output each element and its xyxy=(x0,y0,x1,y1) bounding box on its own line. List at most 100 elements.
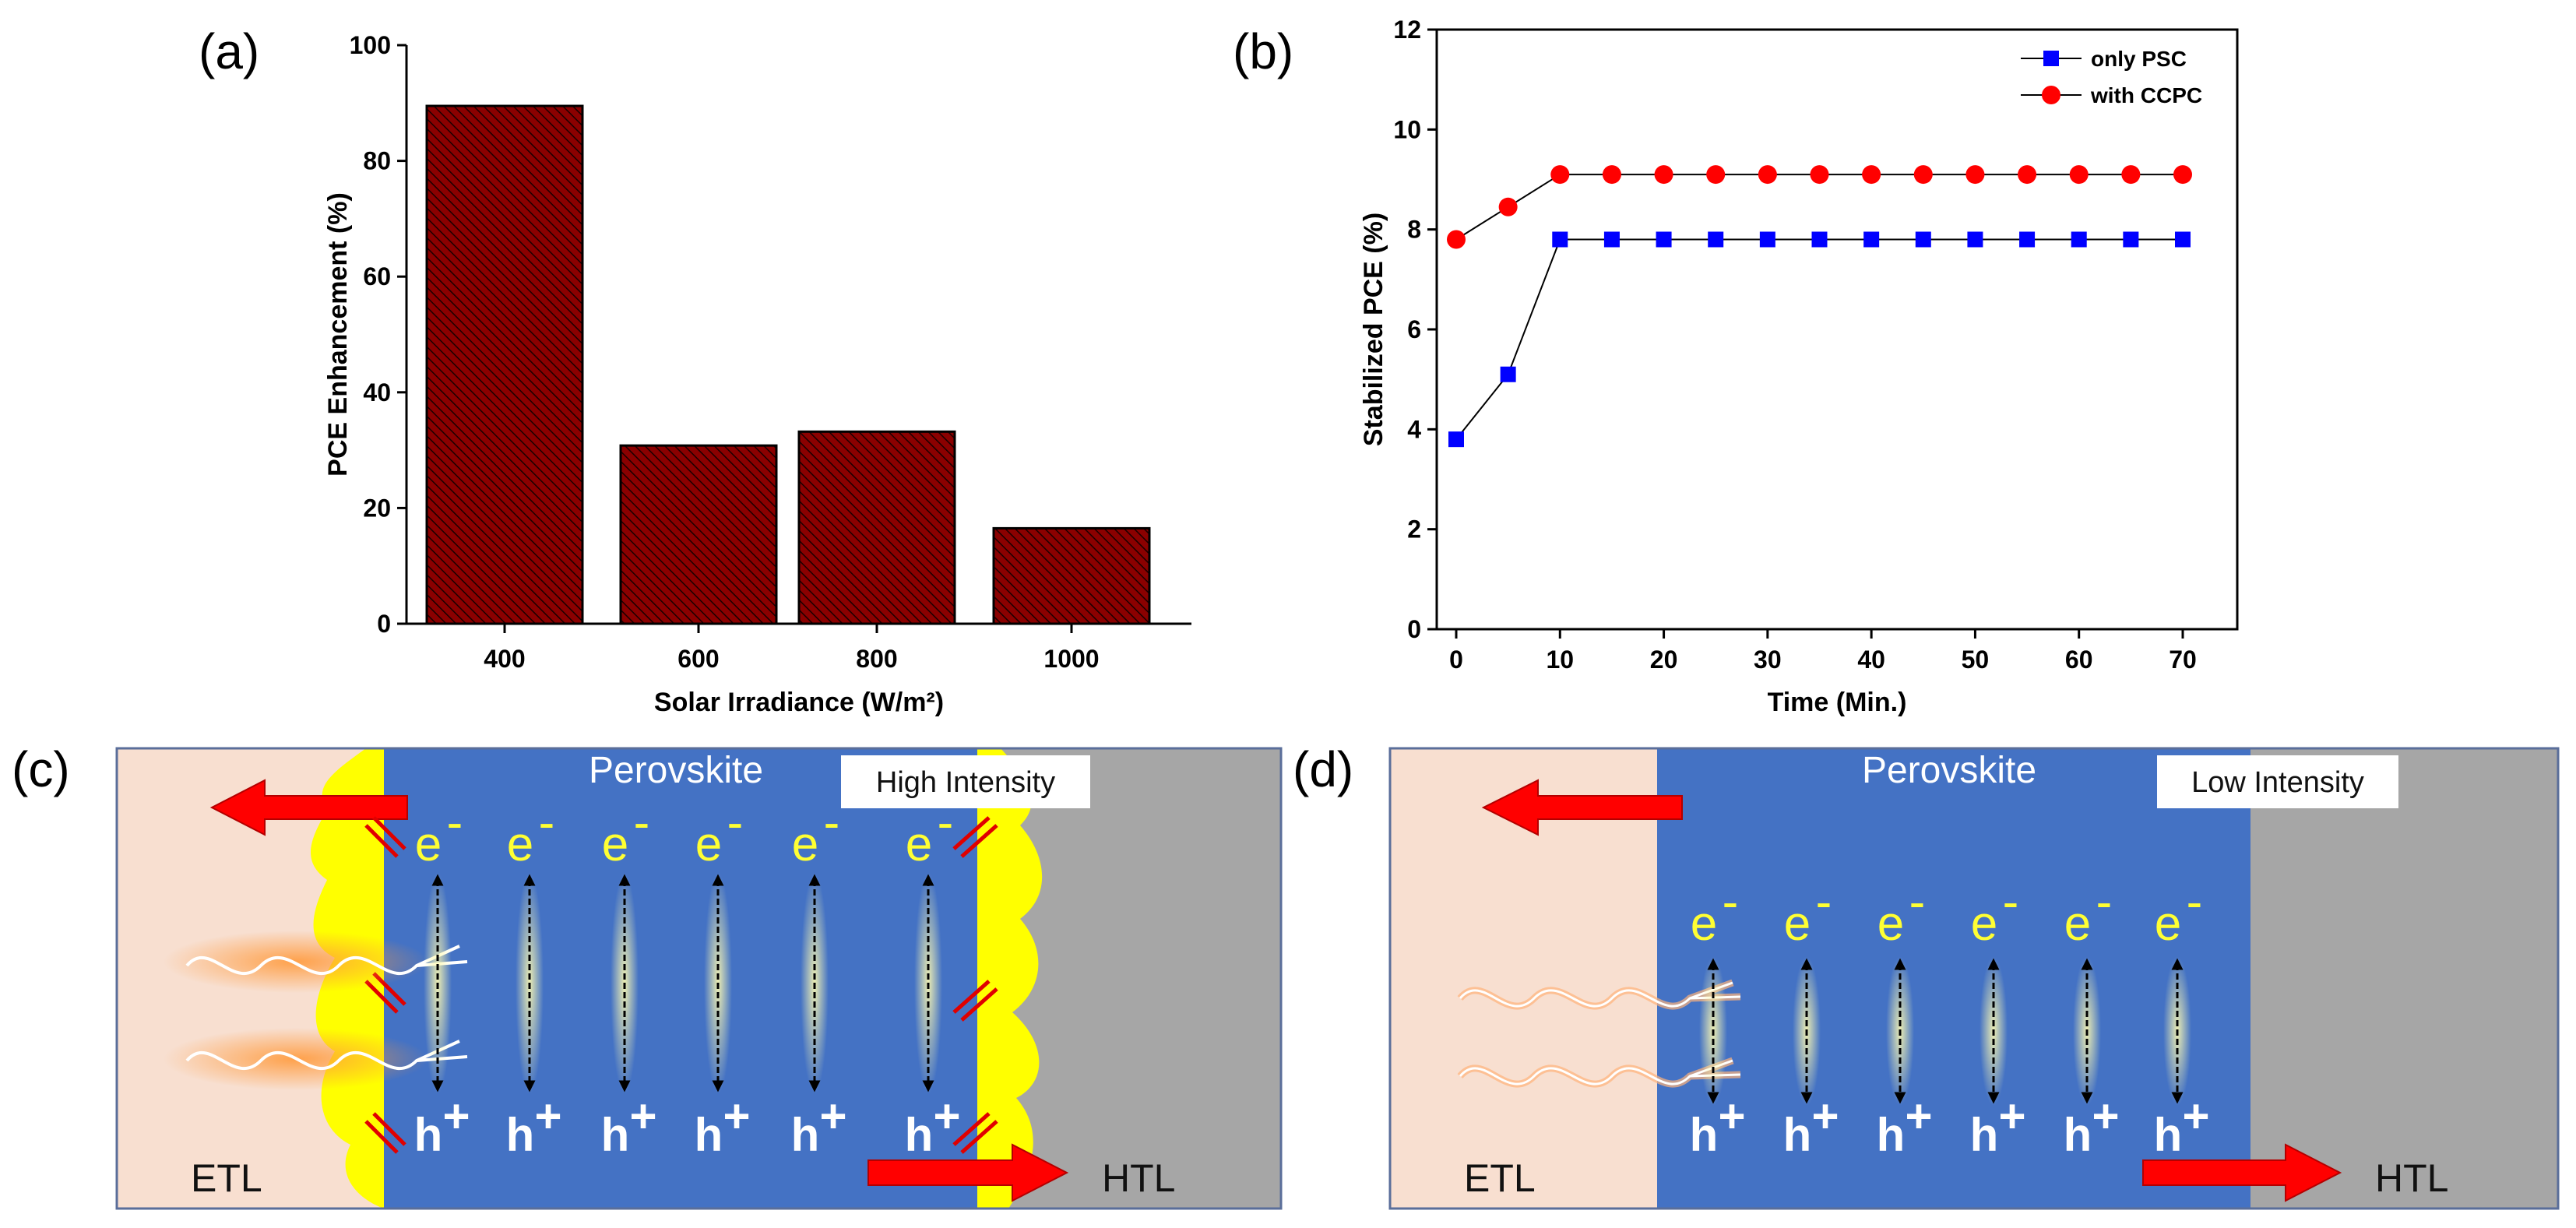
hole-charge: + xyxy=(534,1090,561,1142)
legend-label: only PSC xyxy=(2091,47,2187,71)
intensity-label: High Intensity xyxy=(876,766,1055,799)
electron-label: e xyxy=(695,818,722,871)
x-tick-label: 0 xyxy=(1449,646,1463,674)
recombination-marks xyxy=(364,816,998,1154)
data-point xyxy=(1967,231,1983,248)
data-point xyxy=(1448,431,1464,448)
electron-label: e xyxy=(2155,897,2181,951)
hole-charge: + xyxy=(629,1090,656,1142)
y-tick-label: 2 xyxy=(1407,515,1421,544)
hole-extraction-arrow xyxy=(867,1143,1069,1202)
data-point xyxy=(1602,165,1621,185)
intensity-box xyxy=(841,755,1090,808)
panel-a-label: (a) xyxy=(199,23,259,79)
hole-charge: + xyxy=(1905,1090,1932,1142)
htl-label: HTL xyxy=(1102,1156,1175,1200)
y-tick-label: 100 xyxy=(350,31,391,59)
electron-extraction-arrow xyxy=(1481,779,1683,836)
hole-charge: + xyxy=(819,1090,846,1142)
hole-label: h xyxy=(1877,1109,1906,1161)
x-axis-title: Solar Irradiance (W/m²) xyxy=(654,688,944,717)
electron-label: e xyxy=(1784,897,1811,951)
panel-a: (a) 0 20 40 60 80 100 400 600 800 1000 PCE Enhance… xyxy=(199,23,1191,717)
data-point xyxy=(1603,231,1620,248)
series-line xyxy=(1455,238,2183,440)
hole-extraction-arrow xyxy=(2142,1143,2342,1202)
y-tick-label: 4 xyxy=(1407,415,1421,443)
data-point xyxy=(1810,165,1829,185)
electron-label: e xyxy=(602,818,628,871)
electron-charge: - xyxy=(1909,875,1926,929)
hole-label: h xyxy=(791,1109,820,1161)
line-chart: 0 2 4 6 8 10 12 0 10 20 30 40 50 60 70 only PSC with CCP… xyxy=(1359,16,2239,717)
y-tick-label: 60 xyxy=(363,262,391,290)
plot-frame xyxy=(1435,28,2239,631)
x-tick-label: 60 xyxy=(2065,646,2093,674)
hole-label: h xyxy=(695,1109,723,1161)
bar xyxy=(425,104,584,625)
hole-charge: + xyxy=(933,1090,960,1142)
electron-charge: - xyxy=(634,796,650,850)
data-point xyxy=(2019,231,2036,248)
electron-label: e xyxy=(1877,897,1904,951)
data-point xyxy=(1913,165,1933,185)
electron-charge: - xyxy=(1816,875,1832,929)
hole-charge: + xyxy=(1718,1090,1745,1142)
hole-charge: + xyxy=(2182,1090,2209,1142)
carrier-pairs: e -h +e -h +e -h +e -h +e -h +e -h + xyxy=(414,796,961,1161)
hole-label: h xyxy=(1970,1109,1999,1161)
hole-charge: + xyxy=(1998,1090,2025,1142)
data-point xyxy=(2071,231,2087,248)
y-tick-label: 10 xyxy=(1393,115,1421,143)
panel-d: (d) Perovskite Low Intensity ETL HTL e -h… xyxy=(1293,741,2560,1210)
series-line xyxy=(1455,174,2183,241)
electron-label: e xyxy=(906,818,932,871)
electron-charge: - xyxy=(824,796,840,850)
y-tick-label: 12 xyxy=(1393,16,1421,44)
x-tick-label: 30 xyxy=(1754,646,1782,674)
hole-label: h xyxy=(414,1109,443,1161)
perovskite-title: Perovskite xyxy=(1862,750,2036,791)
y-tick-label: 8 xyxy=(1407,216,1421,244)
panel-b-label: (b) xyxy=(1233,23,1293,79)
perovskite-layer xyxy=(384,748,977,1209)
electron-label: e xyxy=(2064,897,2091,951)
hole-charge: + xyxy=(2092,1090,2119,1142)
data-point xyxy=(1498,197,1518,216)
bar-chart: 0 20 40 60 80 100 400 600 800 1000 PCE Enhancement… xyxy=(323,31,1191,717)
htl-layer xyxy=(2250,748,2558,1209)
electron-charge: - xyxy=(2003,875,2019,929)
data-point xyxy=(2123,231,2139,248)
data-point xyxy=(1500,366,1516,382)
hole-label: h xyxy=(601,1109,630,1161)
y-tick-label: 80 xyxy=(363,147,391,175)
electron-charge: - xyxy=(447,796,463,850)
data-point xyxy=(1708,231,1724,248)
panel-b: (b) 0 2 4 6 8 10 12 0 10 20 30 40 50 60 70 only PSC with… xyxy=(1233,16,2239,717)
electron-label: e xyxy=(1691,897,1717,951)
bar xyxy=(619,444,778,625)
panel-c: (c) Perovskite High Intensity ETL HTL xyxy=(12,741,1283,1210)
bar xyxy=(992,526,1151,625)
x-tick-label: 10 xyxy=(1546,646,1574,674)
x-tick-label: 70 xyxy=(2169,646,2197,674)
x-axis-title: Time (Min.) xyxy=(1768,688,1907,717)
electron-label: e xyxy=(792,818,818,871)
y-axis-title: PCE Enhancement (%) xyxy=(323,192,353,477)
data-point xyxy=(1811,231,1828,248)
etl-label: ETL xyxy=(191,1156,262,1200)
electron-charge: - xyxy=(2096,875,2113,929)
data-point xyxy=(1965,165,1985,185)
intensity-box xyxy=(2157,755,2398,808)
legend-label: with CCPC xyxy=(2090,83,2202,107)
electron-charge: - xyxy=(1723,875,1739,929)
x-tick-label: 40 xyxy=(1857,646,1885,674)
data-point xyxy=(2173,165,2192,185)
heat-waves xyxy=(164,931,468,1090)
data-point xyxy=(1759,231,1775,248)
x-tick-label: 50 xyxy=(1962,646,1990,674)
x-tick-label: 20 xyxy=(1650,646,1678,674)
data-point xyxy=(1654,165,1673,185)
data-point xyxy=(1915,231,1931,248)
hole-label: h xyxy=(2064,1109,2092,1161)
